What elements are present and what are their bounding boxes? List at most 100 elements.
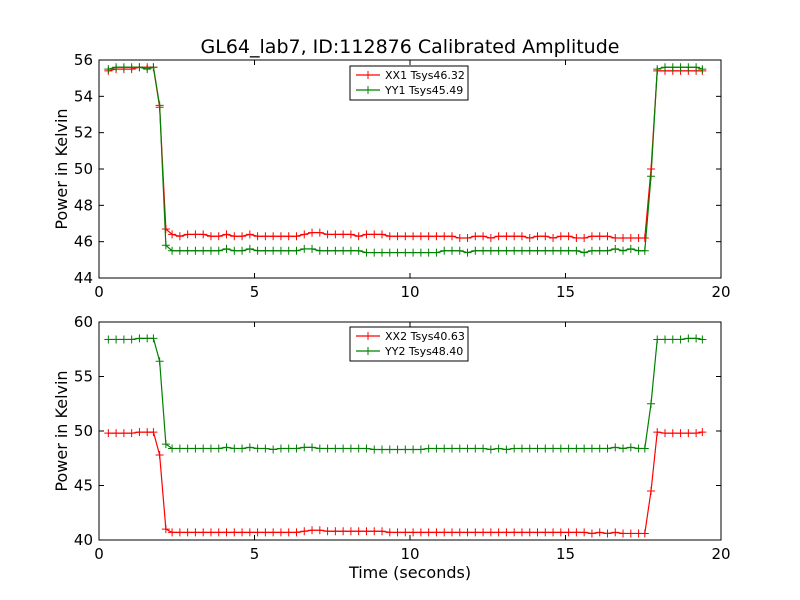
data-point (533, 232, 542, 241)
data-point (416, 232, 425, 241)
data-point (339, 527, 348, 536)
series-yy1 (104, 63, 707, 257)
data-point (432, 232, 441, 241)
data-point (183, 246, 192, 255)
data-point (401, 445, 410, 454)
data-point (533, 246, 542, 255)
data-point (104, 335, 113, 344)
data-point (611, 443, 620, 452)
data-point (261, 444, 270, 453)
data-point (603, 232, 612, 241)
y-tick-label: 50 (74, 160, 93, 178)
data-point (269, 445, 278, 454)
data-point (292, 246, 301, 255)
data-point (611, 234, 620, 243)
data-point (676, 63, 685, 72)
data-point (401, 232, 410, 241)
data-point (238, 246, 247, 255)
data-point (308, 244, 317, 253)
data-point (479, 444, 488, 453)
data-point (447, 528, 456, 537)
data-point (370, 527, 379, 536)
data-point (284, 246, 293, 255)
y-tick-label: 52 (74, 124, 93, 142)
data-point (525, 528, 534, 537)
data-point (127, 63, 136, 72)
data-point (676, 335, 685, 344)
data-point (692, 63, 701, 72)
data-point (292, 232, 301, 241)
data-point (463, 528, 472, 537)
y-tick-label: 40 (74, 531, 93, 549)
data-point (362, 527, 371, 536)
x-tick-label: 15 (556, 283, 575, 301)
data-point (230, 246, 239, 255)
data-point (684, 63, 693, 72)
data-point (362, 444, 371, 453)
data-point (378, 527, 387, 536)
legend-box (349, 326, 469, 362)
data-point (668, 63, 677, 72)
data-point (447, 246, 456, 255)
data-point (127, 335, 136, 344)
data-point (564, 232, 573, 241)
data-point (626, 443, 635, 452)
data-point (640, 444, 649, 453)
data-point (315, 246, 324, 255)
data-point (354, 246, 363, 255)
data-point (119, 335, 128, 344)
data-point (339, 444, 348, 453)
data-point (401, 248, 410, 257)
legend-label: YY2 Tsys48.40 (384, 345, 463, 358)
data-point (541, 232, 550, 241)
data-point (206, 444, 215, 453)
data-point (556, 246, 565, 255)
data-point (308, 228, 317, 237)
data-point (385, 248, 394, 257)
data-point (269, 232, 278, 241)
data-point (580, 248, 589, 257)
data-point (230, 528, 239, 537)
data-point (149, 428, 158, 437)
data-point (525, 246, 534, 255)
data-point (191, 528, 200, 537)
data-point (323, 527, 332, 536)
data-point (393, 248, 402, 257)
data-point (611, 244, 620, 253)
data-point (510, 528, 519, 537)
data-point (587, 529, 596, 538)
data-point (432, 528, 441, 537)
data-point (556, 528, 565, 537)
data-point (183, 444, 192, 453)
data-point (104, 429, 113, 438)
data-point (308, 443, 317, 452)
data-point (323, 444, 332, 453)
data-point (331, 246, 340, 255)
y-tick-label: 55 (74, 368, 93, 386)
data-point (572, 444, 581, 453)
data-point (222, 244, 231, 253)
data-point (549, 528, 558, 537)
data-point (692, 429, 701, 438)
data-point (276, 246, 285, 255)
data-point (308, 526, 317, 535)
data-point (595, 444, 604, 453)
data-point (155, 357, 164, 366)
x-tick-label: 10 (400, 545, 419, 563)
data-point (486, 234, 495, 243)
data-point (684, 429, 693, 438)
data-point (595, 246, 604, 255)
data-point (580, 234, 589, 243)
data-point (112, 63, 121, 72)
data-point (502, 528, 511, 537)
data-point (564, 444, 573, 453)
data-point (572, 246, 581, 255)
data-point (245, 244, 254, 253)
data-point (331, 527, 340, 536)
data-point (161, 440, 170, 449)
legend-label: XX2 Tsys40.63 (385, 330, 465, 343)
data-point (175, 444, 184, 453)
data-point (549, 444, 558, 453)
data-point (494, 246, 503, 255)
